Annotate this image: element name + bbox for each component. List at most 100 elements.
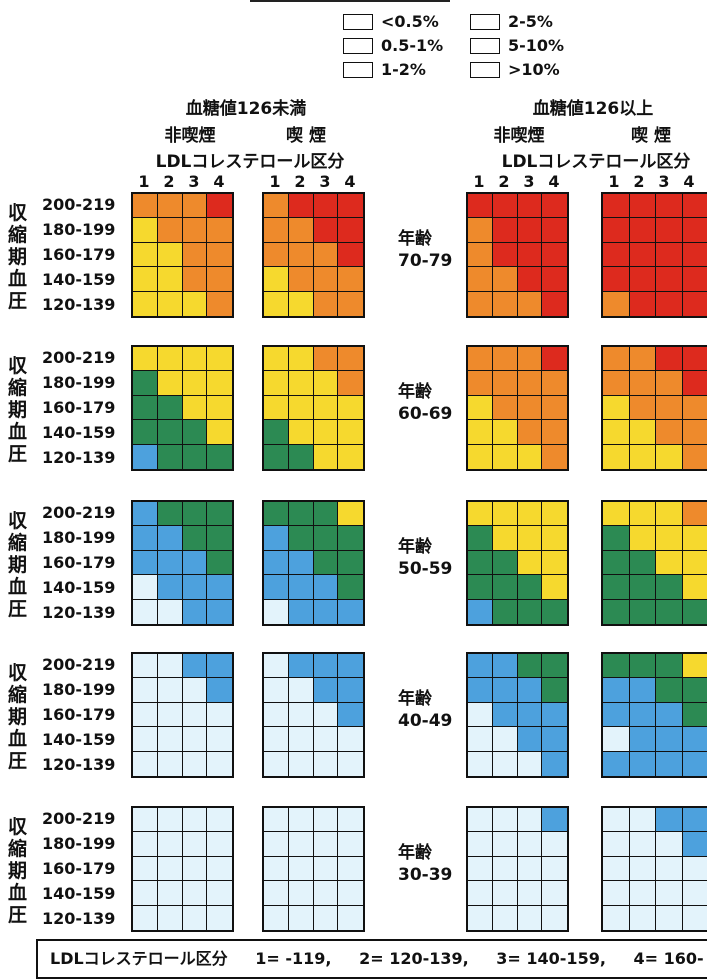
risk-cell [133, 599, 158, 624]
risk-cell [468, 267, 493, 292]
risk-cell [682, 371, 707, 396]
risk-cell [288, 502, 314, 527]
risk-cell [313, 395, 339, 421]
sbp-axis-label: 収縮期血圧 [8, 202, 28, 312]
risk-cell [157, 550, 183, 576]
risk-cell [313, 194, 339, 219]
risk-cell [468, 881, 493, 906]
risk-cell [313, 751, 339, 776]
risk-grid [131, 500, 234, 626]
risk-cell [182, 654, 208, 679]
risk-cell [313, 444, 339, 469]
risk-cell [682, 267, 707, 292]
risk-cell [517, 371, 543, 396]
risk-cell [207, 808, 232, 833]
risk-cell [288, 267, 314, 292]
risk-cell [133, 881, 158, 906]
risk-cell [492, 727, 518, 752]
risk-cell [517, 599, 543, 624]
sbp-row-label: 140-159 [42, 423, 116, 442]
risk-cell [629, 502, 656, 527]
risk-cell [492, 420, 518, 445]
risk-cell [492, 444, 518, 469]
ldl-col-number: 1 [608, 172, 620, 191]
age-label: 年齢 50-59 [398, 536, 452, 580]
risk-cell [182, 550, 208, 576]
risk-cell [656, 599, 683, 624]
risk-cell [264, 420, 289, 445]
risk-cell [682, 444, 707, 469]
risk-cell [517, 550, 543, 576]
risk-cell [517, 444, 543, 469]
sbp-row-label: 160-179 [42, 553, 116, 572]
risk-cell [517, 291, 543, 316]
risk-cell [288, 444, 314, 469]
sbp-row-label: 180-199 [42, 373, 116, 392]
risk-cell [468, 395, 493, 421]
risk-cell [338, 194, 363, 219]
legend-swatch-2 [343, 62, 373, 78]
risk-cell [207, 371, 232, 396]
ldl-col-number: 2 [294, 172, 306, 191]
risk-cell [629, 654, 656, 679]
risk-cell [264, 599, 289, 624]
risk-grid [131, 652, 234, 778]
sbp-axis-label: 収縮期血圧 [8, 662, 28, 772]
sbp-axis-label: 収縮期血圧 [8, 510, 28, 620]
risk-cell [264, 575, 289, 600]
legend-swatch-1 [343, 38, 373, 54]
risk-cell [182, 347, 208, 372]
risk-cell [492, 395, 518, 421]
risk-cell [207, 575, 232, 600]
risk-cell [682, 291, 707, 316]
risk-cell [492, 502, 518, 527]
risk-cell [682, 599, 707, 624]
risk-cell [517, 654, 543, 679]
risk-cell [157, 808, 183, 833]
risk-cell [338, 808, 363, 833]
risk-cell [603, 654, 630, 679]
risk-cell [157, 905, 183, 930]
risk-cell [264, 702, 289, 728]
risk-cell [207, 194, 232, 219]
sbp-row-label: 200-219 [42, 348, 116, 367]
risk-cell [542, 808, 567, 833]
risk-cell [338, 599, 363, 624]
ldl-col-number: 2 [163, 172, 175, 191]
risk-cell [517, 881, 543, 906]
risk-cell [542, 502, 567, 527]
risk-cell [157, 526, 183, 551]
risk-cell [313, 218, 339, 243]
risk-cell [603, 194, 630, 219]
risk-cell [517, 727, 543, 752]
risk-cell [338, 905, 363, 930]
risk-cell [682, 194, 707, 219]
risk-cell [288, 727, 314, 752]
risk-cell [603, 347, 630, 372]
risk-cell [133, 242, 158, 268]
sbp-row-label: 160-179 [42, 245, 116, 264]
risk-cell [313, 727, 339, 752]
ldl-col-number: 4 [213, 172, 225, 191]
risk-cell [182, 599, 208, 624]
risk-cell [656, 526, 683, 551]
risk-cell [313, 420, 339, 445]
risk-cell [264, 832, 289, 857]
risk-cell [603, 502, 630, 527]
risk-cell [542, 194, 567, 219]
risk-cell [133, 727, 158, 752]
risk-cell [468, 678, 493, 703]
risk-cell [207, 291, 232, 316]
risk-cell [492, 678, 518, 703]
risk-cell [338, 420, 363, 445]
risk-cell [656, 727, 683, 752]
risk-cell [468, 575, 493, 600]
risk-cell [656, 395, 683, 421]
risk-cell [603, 444, 630, 469]
sbp-row-label: 120-139 [42, 603, 116, 622]
header-smoker-high: 喫 煙 [631, 126, 671, 146]
risk-cell [542, 599, 567, 624]
risk-cell [157, 599, 183, 624]
risk-cell [542, 291, 567, 316]
risk-cell [517, 502, 543, 527]
